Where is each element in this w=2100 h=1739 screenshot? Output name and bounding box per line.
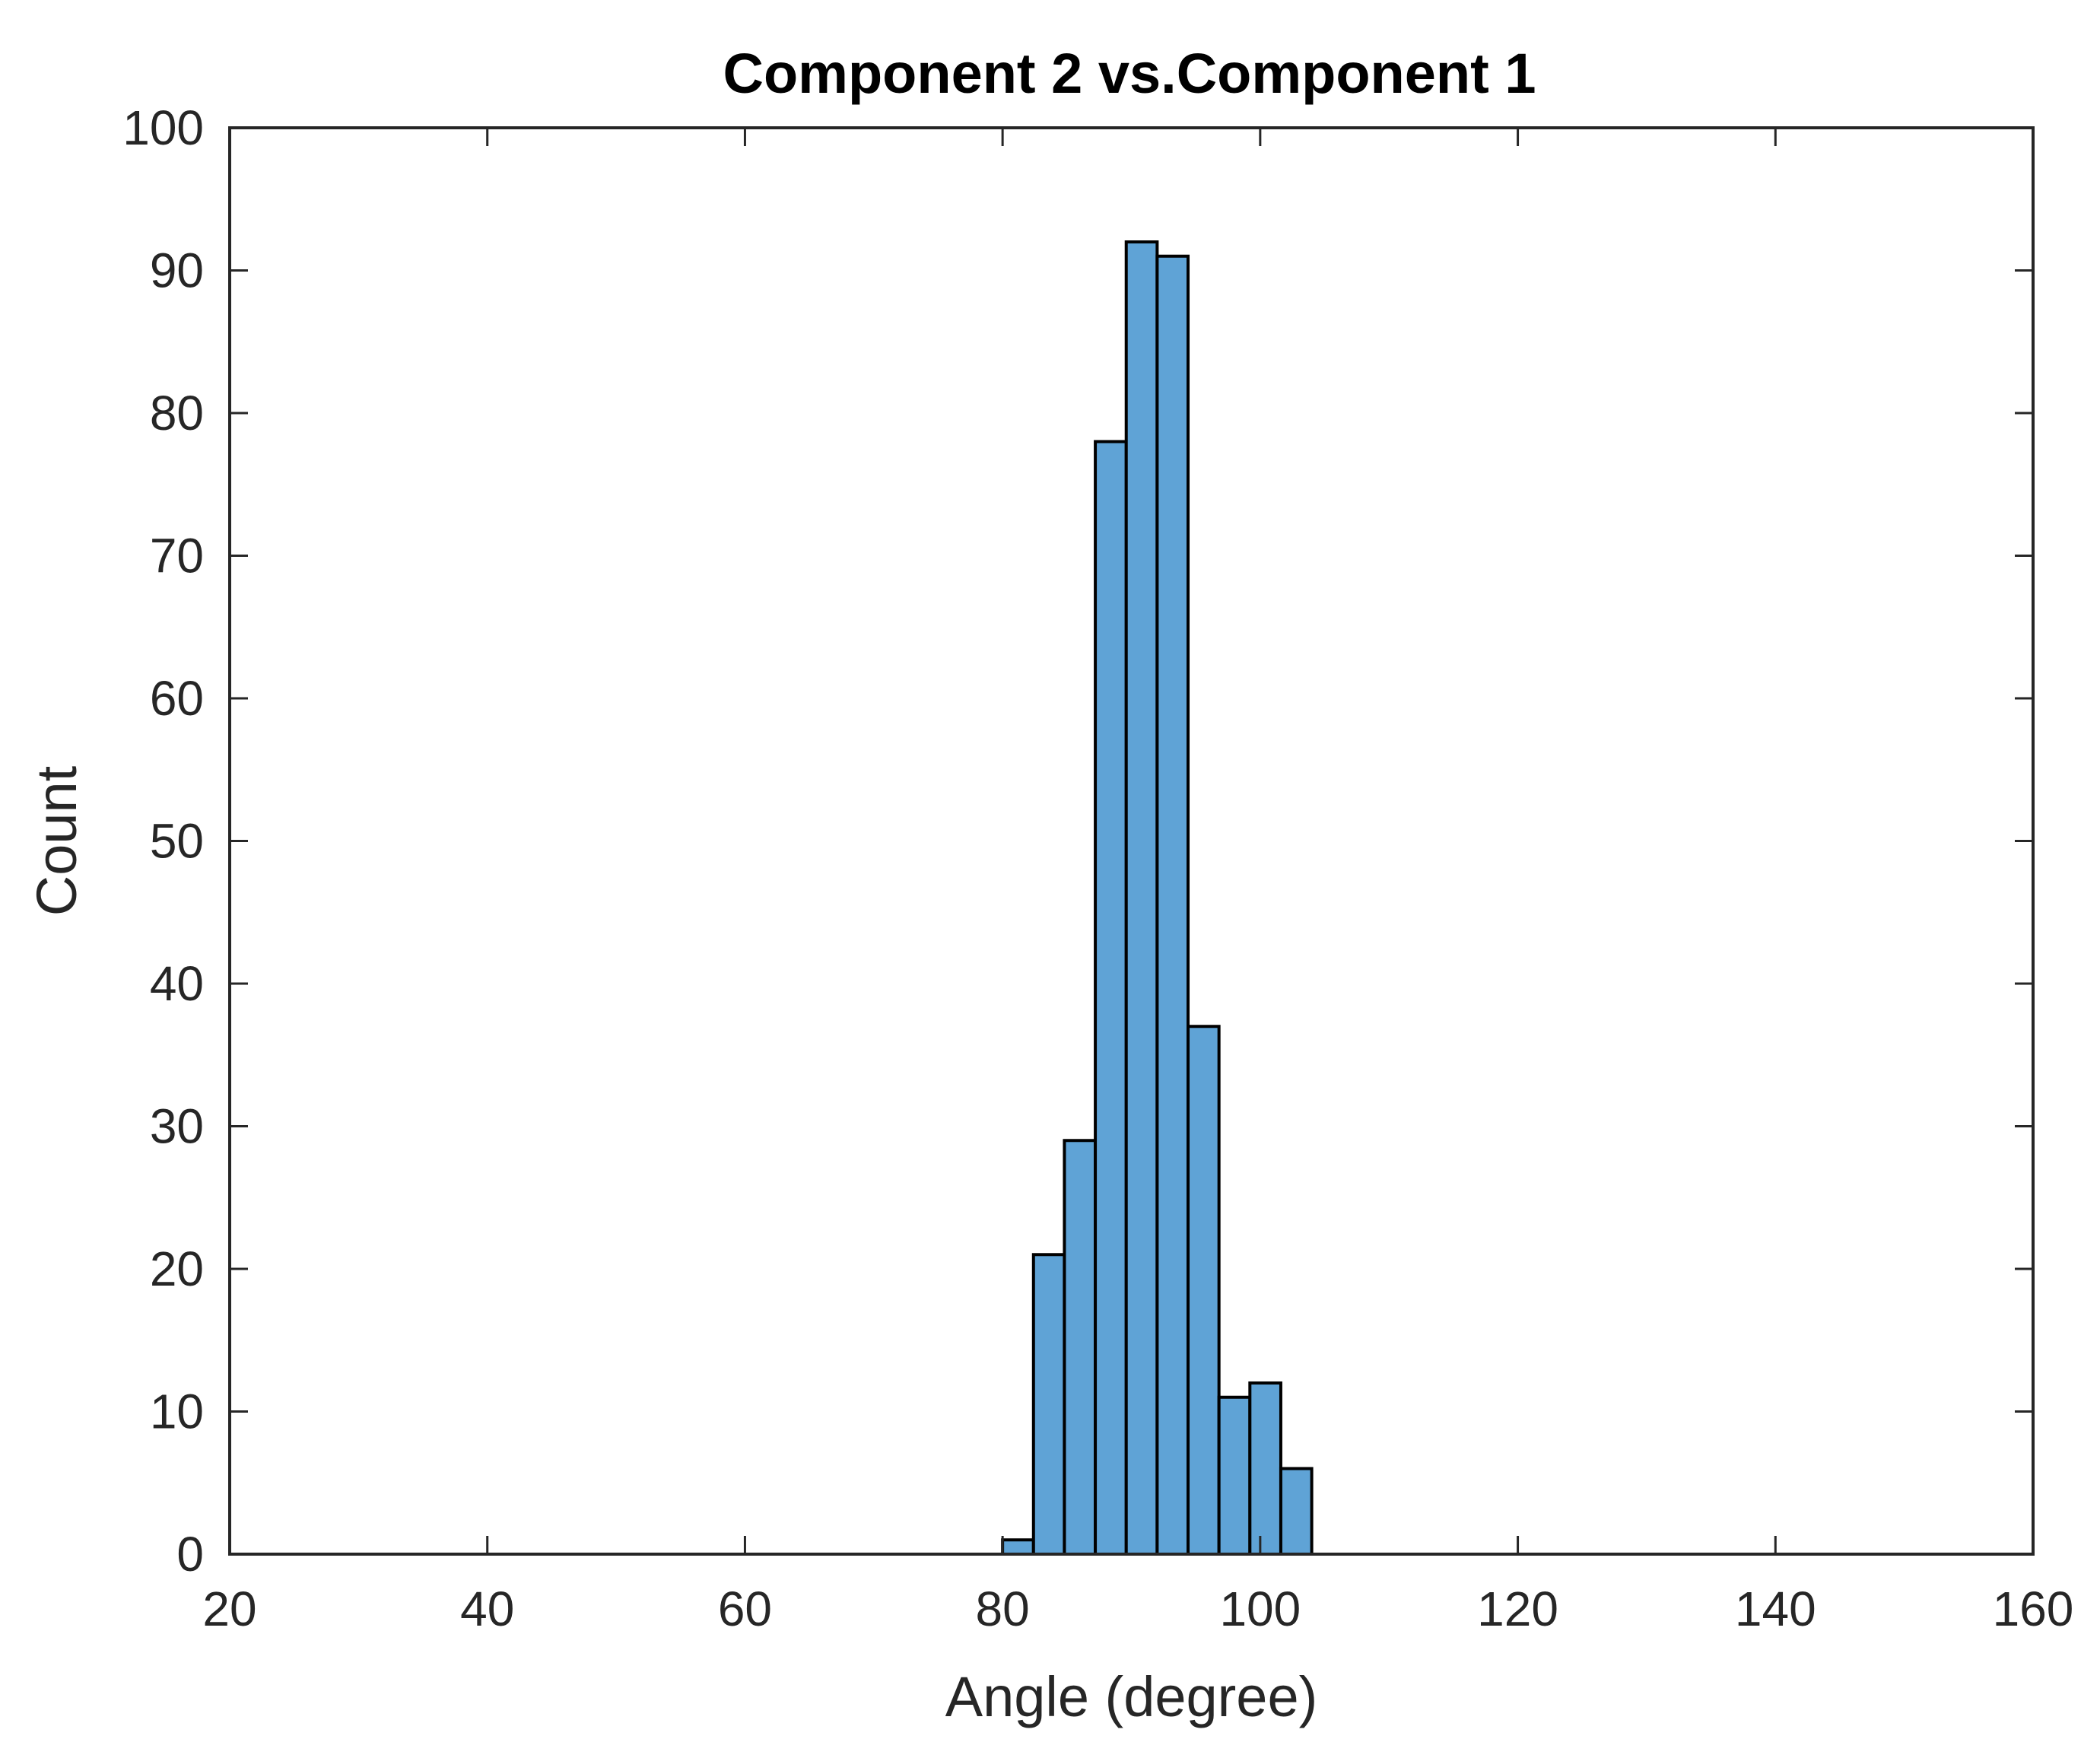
- y-tick-label: 90: [150, 243, 204, 298]
- histogram-bar: [1217, 1395, 1252, 1556]
- x-tick-label: 60: [718, 1582, 772, 1636]
- histogram-bar: [1001, 1538, 1035, 1556]
- histogram-bar: [1031, 1253, 1066, 1556]
- x-tick-label: 160: [1993, 1582, 2074, 1636]
- y-tick-label: 40: [150, 956, 204, 1011]
- y-axis-label: Count: [25, 765, 88, 916]
- histogram-bar: [1094, 440, 1128, 1556]
- histogram-bar: [1155, 254, 1190, 1556]
- y-tick-label: 80: [150, 386, 204, 440]
- y-tick-label: 0: [176, 1527, 204, 1582]
- x-axis-label: Angle (degree): [945, 1665, 1318, 1728]
- y-tick-label: 50: [150, 814, 204, 869]
- chart-title: Component 2 vs.Component 1: [723, 42, 1536, 105]
- x-tick-label: 80: [976, 1582, 1030, 1636]
- y-tick-label: 100: [122, 100, 204, 155]
- y-tick-label: 30: [150, 1099, 204, 1154]
- x-tick-label: 140: [1735, 1582, 1816, 1636]
- x-tick-label: 120: [1477, 1582, 1558, 1636]
- y-tick-label: 60: [150, 671, 204, 726]
- histogram-bar: [1187, 1025, 1221, 1556]
- x-tick-label: 40: [460, 1582, 514, 1636]
- x-tick-label: 100: [1219, 1582, 1301, 1636]
- histogram-bar: [1124, 240, 1159, 1556]
- x-tick-label: 20: [202, 1582, 256, 1636]
- y-tick-label: 70: [150, 529, 204, 583]
- histogram-bar: [1279, 1467, 1314, 1556]
- histogram-bar: [1248, 1381, 1282, 1556]
- plot-area-frame: [228, 126, 2035, 1556]
- y-tick-label: 10: [150, 1385, 204, 1439]
- bars-group: [1001, 240, 1314, 1556]
- tick-labels-group: 20 40 60 80 100 120 140 160 0 10 20 30 40 50 60 70 80 90 1…: [122, 100, 2073, 1636]
- histogram-bar: [1063, 1139, 1098, 1556]
- y-tick-label: 20: [150, 1241, 204, 1296]
